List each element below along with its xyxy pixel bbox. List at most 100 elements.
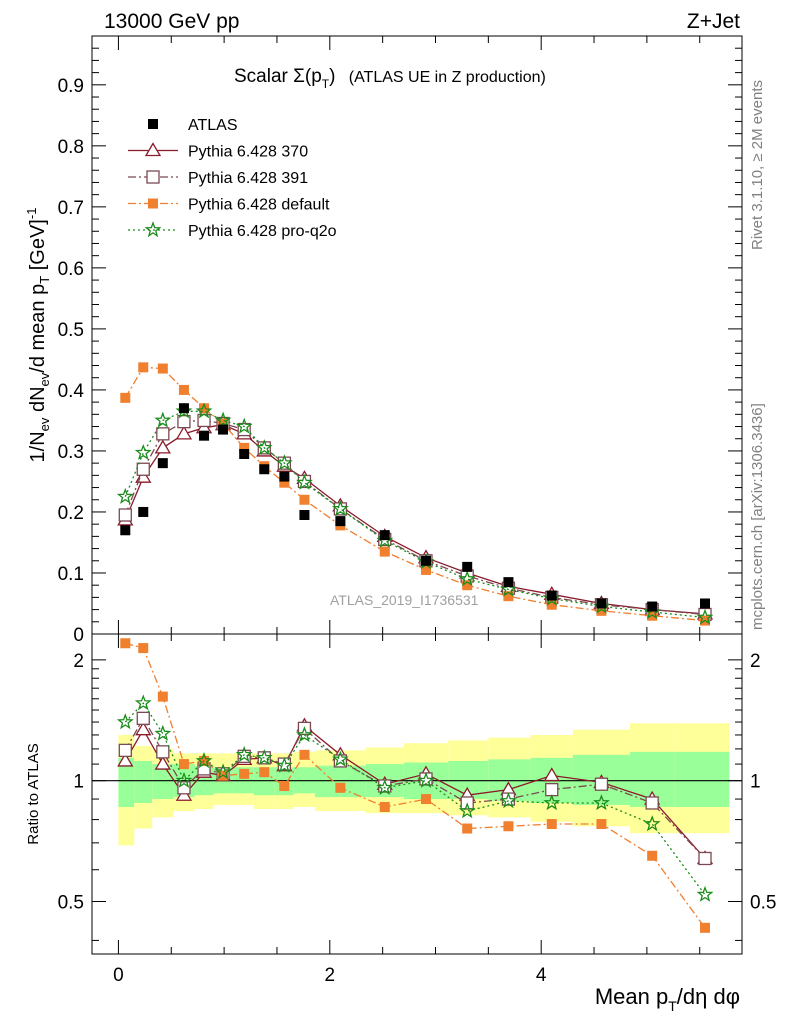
upper-y-tick-label: 0.2 — [58, 503, 84, 524]
upper-pythia-6-428-pro-q2o-point — [458, 570, 476, 587]
plot-title-close: ) — [329, 66, 335, 87]
y-title-unit: [GeV] — [27, 219, 49, 276]
upper-series-layer — [116, 362, 714, 626]
ratio-pythia-6-428-pro-q2o-point — [458, 802, 476, 819]
ratio-pythia-6-428-default-point — [299, 749, 310, 760]
ratio-pythia-6-428-pro-q2o-series — [116, 694, 714, 902]
ratio-pythia-6-428-pro-q2o-point — [154, 724, 172, 741]
ratio-pythia-6-428-default-point — [379, 801, 390, 812]
ratio-pythia-6-428-pro-q2o-point — [500, 792, 517, 809]
lower-y-axis-title: Ratio to ATLAS — [25, 743, 42, 844]
upper-pythia-6-428-default-point — [462, 580, 473, 591]
ratio-pythia-6-428-pro-q2o-point — [255, 749, 273, 765]
ratio-pythia-6-428-370-point — [117, 752, 134, 767]
upper-pythia-6-428-pro-q2o-point — [500, 580, 517, 597]
upper-pythia-6-428-370-series — [117, 416, 714, 620]
lower-y-tick-label-right: 0.5 — [750, 893, 776, 914]
ratio-pythia-6-428-370-point — [135, 721, 152, 736]
upper-atlas-point — [299, 510, 310, 521]
upper-atlas-point — [138, 506, 149, 517]
lower-series-layer — [116, 638, 714, 933]
upper-y-tick-label: 0.3 — [58, 442, 84, 463]
upper-pythia-6-428-pro-q2o-point — [543, 589, 561, 606]
ratio-pythia-6-428-pro-q2o-point — [696, 885, 714, 902]
upper-pythia-6-428-pro-q2o-point — [195, 402, 213, 419]
mcplots-label: mcplots.cern.ch [arXiv:1306.3436] — [749, 403, 766, 630]
ratio-pythia-6-428-default-point — [546, 819, 557, 830]
ratio-pythia-6-428-pro-q2o-point — [543, 794, 561, 811]
legend-pythia-6-428-pro-q2o-label: Pythia 6.428 pro-q2o — [188, 223, 337, 240]
analysis-watermark: ATLAS_2019_I1736531 — [330, 592, 479, 608]
legend-pythia-6-428-391-marker — [146, 170, 160, 184]
upper-atlas-point — [700, 598, 711, 609]
x-title-pre: Mean p — [595, 984, 668, 1009]
upper-atlas-point — [259, 464, 270, 475]
process-label: Z+Jet — [687, 10, 740, 33]
ratio-pythia-6-428-pro-q2o-point — [116, 713, 134, 730]
upper-atlas-point — [596, 598, 607, 609]
upper-pythia-6-428-default-line — [124, 366, 706, 622]
ratio-pythia-6-428-391-point — [545, 782, 559, 797]
ratio-pythia-6-428-pro-q2o-point — [235, 745, 253, 762]
ratio-pythia-6-428-pro-q2o-point — [275, 756, 293, 773]
upper-pythia-6-428-default-point — [546, 599, 557, 610]
upper-y-tick-label: 0.6 — [58, 259, 84, 280]
upper-pythia-6-428-default-point — [596, 605, 607, 616]
y-title-sub2: ev — [37, 372, 52, 386]
upper-y-tick-label: 0.9 — [58, 76, 84, 97]
upper-atlas-point — [379, 530, 390, 541]
upper-pythia-6-428-default-point — [199, 403, 210, 414]
upper-pythia-6-428-default-point — [178, 384, 189, 395]
upper-pythia-6-428-default-point — [420, 564, 431, 575]
upper-y-tick-label: 0.5 — [58, 320, 84, 341]
upper-pythia-6-428-370-point — [154, 439, 171, 454]
x-tick-label: 4 — [536, 965, 547, 986]
ratio-pythia-6-428-391-point — [156, 745, 170, 759]
upper-pythia-6-428-pro-q2o-point — [296, 473, 313, 490]
ratio-pythia-6-428-pro-q2o-point — [175, 771, 193, 788]
upper-axis-ticks: 0 0.1 0.2 0.3 0.4 0.5 0.6 0.7 0.8 0.9 — [58, 36, 742, 646]
upper-pythia-6-428-370-point — [175, 425, 193, 440]
upper-pythia-6-428-pro-q2o-point — [134, 443, 152, 460]
legend-atlas-label: ATLAS — [188, 117, 238, 134]
ratio-pythia-6-428-default-point — [647, 850, 658, 861]
legend-pythia-6-428-pro-q2o-marker — [144, 221, 162, 238]
upper-pythia-6-428-pro-q2o-point — [255, 439, 273, 456]
upper-pythia-6-428-default-point — [299, 494, 310, 505]
ratio-pythia-6-428-default-point — [138, 643, 149, 654]
upper-pythia-6-428-pro-q2o-point — [275, 454, 293, 471]
lower-axis-ticks: 0.5 0.5 1 1 2 2 0 2 4 — [58, 634, 776, 986]
green-band-bin — [134, 760, 153, 803]
ratio-pythia-6-428-pro-q2o-point — [134, 694, 152, 711]
lower-y-tick-label: 2 — [73, 651, 84, 672]
upper-pythia-6-428-391-point — [177, 414, 191, 429]
upper-pythia-6-428-370-line — [124, 424, 706, 615]
upper-pythia-6-428-391-series — [118, 413, 712, 622]
upper-pythia-6-428-391-line — [124, 419, 706, 616]
upper-y-axis-title: 1/Nev dNev/d mean pT [GeV]-1 — [24, 208, 52, 463]
upper-atlas-point — [178, 403, 189, 414]
y-title-post: /d mean p — [27, 284, 49, 373]
y-title-sub1: ev — [37, 417, 52, 431]
upper-pythia-6-428-pro-q2o-point — [235, 417, 253, 434]
upper-pythia-6-428-default-point — [239, 442, 250, 453]
lower-y-tick-label: 0.5 — [58, 893, 84, 914]
ratio-pythia-6-428-pro-q2o-point — [195, 752, 213, 769]
upper-atlas-point — [462, 561, 473, 572]
upper-pythia-6-428-default-point — [157, 363, 168, 374]
upper-pythia-6-428-pro-q2o-point — [116, 487, 134, 504]
plot-title: Scalar Σ(pT) (ATLAS UE in Z production) — [234, 66, 546, 91]
legend-atlas-marker — [148, 119, 158, 129]
ratio-pythia-6-428-370-point — [154, 755, 171, 770]
x-axis-title: Mean pT/dη dφ — [595, 984, 740, 1014]
upper-pythia-6-428-pro-q2o-point — [214, 411, 232, 428]
legend-pythia-6-428-370-marker — [144, 142, 162, 157]
upper-y-tick-label: 0.8 — [58, 137, 84, 158]
upper-pythia-6-428-default-point — [503, 591, 514, 602]
ratio-pythia-6-428-default-point — [120, 638, 131, 649]
upper-atlas-point — [120, 525, 131, 536]
rivet-version-label: Rivet 3.1.10, ≥ 2M events — [749, 80, 766, 250]
ratio-pythia-6-428-391-point — [698, 851, 712, 866]
lower-plot-frame — [91, 633, 743, 955]
